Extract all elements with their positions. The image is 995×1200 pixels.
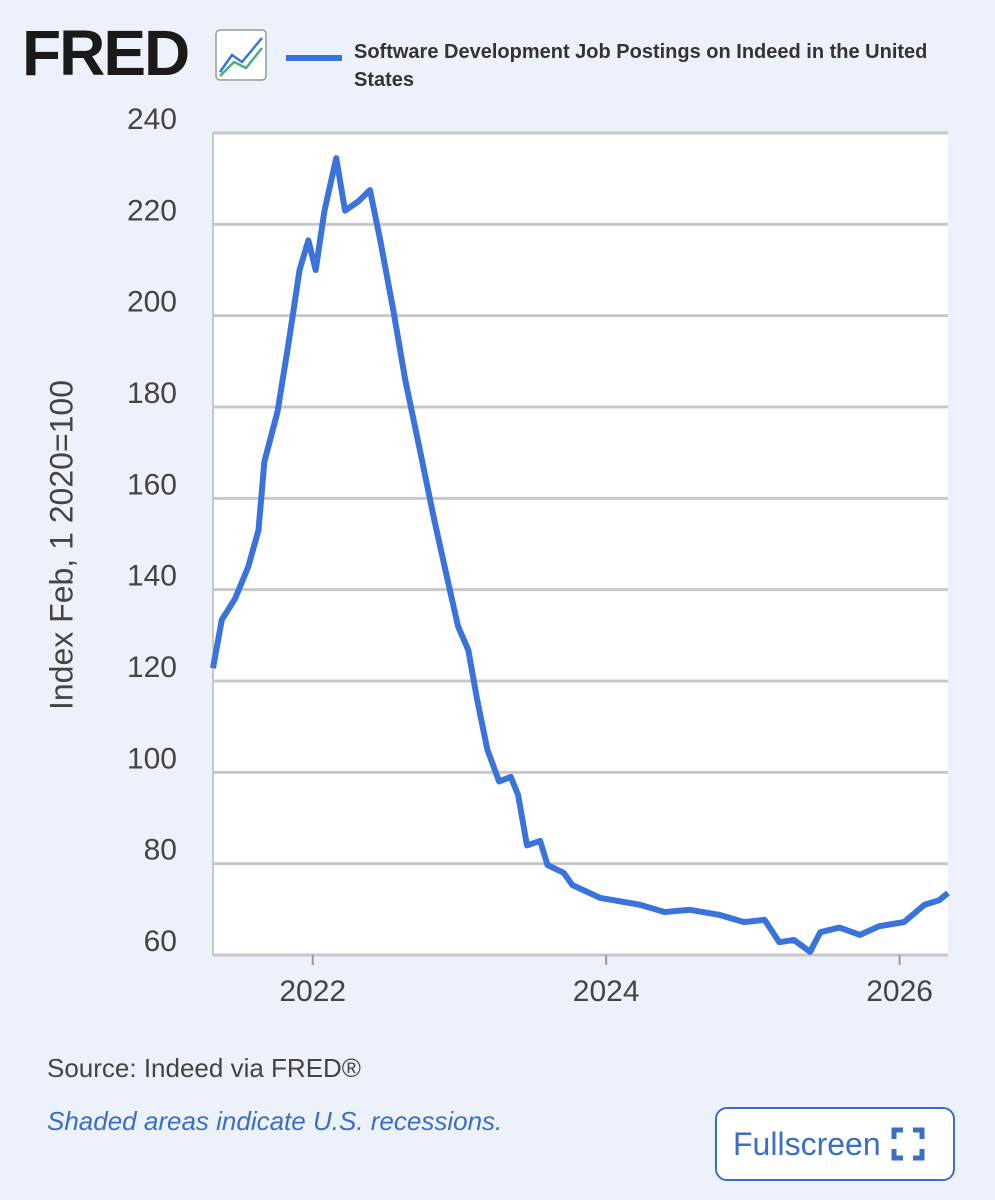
plot-area [213, 133, 948, 955]
y-tick-label: 240 [127, 103, 177, 136]
x-tick-label: 2026 [866, 975, 933, 1008]
chart: FRED Index Feb, 1 2020=100 60 80 100 120 140… [22, 17, 950, 1008]
line [210, 155, 950, 955]
y-tick-label: 80 [144, 834, 177, 867]
logo: FRED [22, 17, 188, 89]
legend-label: Software Development Job Postings on Ind… [354, 41, 928, 91]
button-label[interactable]: Fullscreen [733, 1125, 881, 1162]
fullscreen-icon[interactable] [891, 1127, 925, 1161]
logo-icon [215, 29, 267, 81]
y-tick-label: 100 [127, 742, 177, 775]
y-tick-label: 60 [144, 925, 177, 958]
y-tick-label: 220 [127, 194, 177, 227]
y-axis-label: Index Feb, 1 2020=100 [43, 380, 79, 710]
source: Source: Indeed via FRED® [47, 1053, 361, 1083]
y-tick-label: 120 [127, 651, 177, 684]
y-tick-label: 160 [127, 468, 177, 501]
fullscreen-button[interactable]: Fullscreen [715, 1107, 955, 1181]
y-tick-label: 180 [127, 377, 177, 410]
x-tick-label: 2022 [279, 975, 346, 1008]
y-tick-label: 200 [127, 286, 177, 319]
note: Shaded areas indicate U.S. recessions. [47, 1106, 503, 1136]
y-tick-label: 140 [127, 560, 177, 593]
x-tick-label: 2024 [573, 975, 640, 1008]
